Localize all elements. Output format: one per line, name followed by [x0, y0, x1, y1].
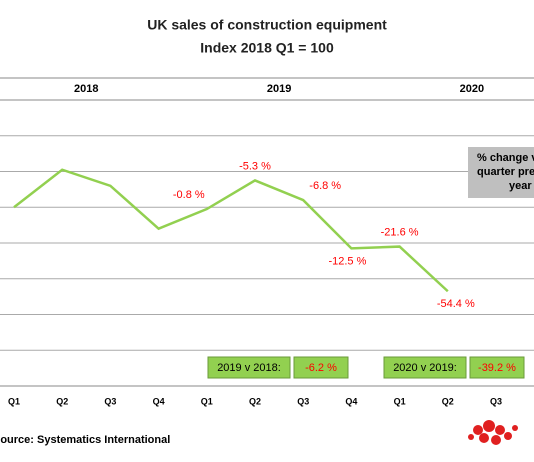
data-label: -0.8 % — [173, 189, 205, 201]
x-tick-label: Q1 — [394, 396, 406, 406]
comparison-value: -39.2 % — [478, 362, 516, 374]
data-label: -21.6 % — [381, 226, 419, 238]
x-tick-label: Q4 — [345, 396, 357, 406]
data-label: -5.3 % — [239, 160, 271, 172]
line — [13, 168, 449, 293]
data-label: -6.8 % — [309, 180, 341, 192]
x-tick-label: Q1 — [201, 396, 213, 406]
x-tick-label: Q4 — [153, 396, 165, 406]
note-text: % change v — [477, 152, 534, 164]
x-tick-label: Q3 — [104, 396, 116, 406]
x-tick-label: Q3 — [490, 396, 502, 406]
year-label: 2018 — [74, 83, 98, 95]
x-tick-label: Q2 — [56, 396, 68, 406]
comparison-label: 2019 v 2018: — [217, 362, 281, 374]
logo — [468, 420, 518, 445]
x-tick-label: Q2 — [442, 396, 454, 406]
source: Source: Systematics International — [0, 434, 170, 446]
comparison-box — [207, 356, 291, 379]
year-label: 2019 — [267, 83, 291, 95]
note-box — [468, 147, 534, 198]
x-tick-label: Q2 — [249, 396, 261, 406]
year-label: 2020 — [460, 83, 484, 95]
comparison-value-box — [293, 356, 349, 379]
note-text: year — [509, 180, 532, 192]
note-text: quarter pre — [477, 166, 534, 178]
comparison-value-box — [469, 356, 525, 379]
comparison-value: -6.2 % — [305, 362, 337, 374]
x-tick-label: Q1 — [8, 396, 20, 406]
chart-subtitle: Index 2018 Q1 = 100 — [200, 40, 334, 56]
chart-title: UK sales of construction equipment — [147, 17, 387, 33]
comparison-label: 2020 v 2019: — [393, 362, 457, 374]
comparison-box — [383, 356, 467, 379]
data-label: -12.5 % — [328, 255, 366, 267]
x-tick-label: Q3 — [297, 396, 309, 406]
data-label: -54.4 % — [437, 298, 475, 310]
